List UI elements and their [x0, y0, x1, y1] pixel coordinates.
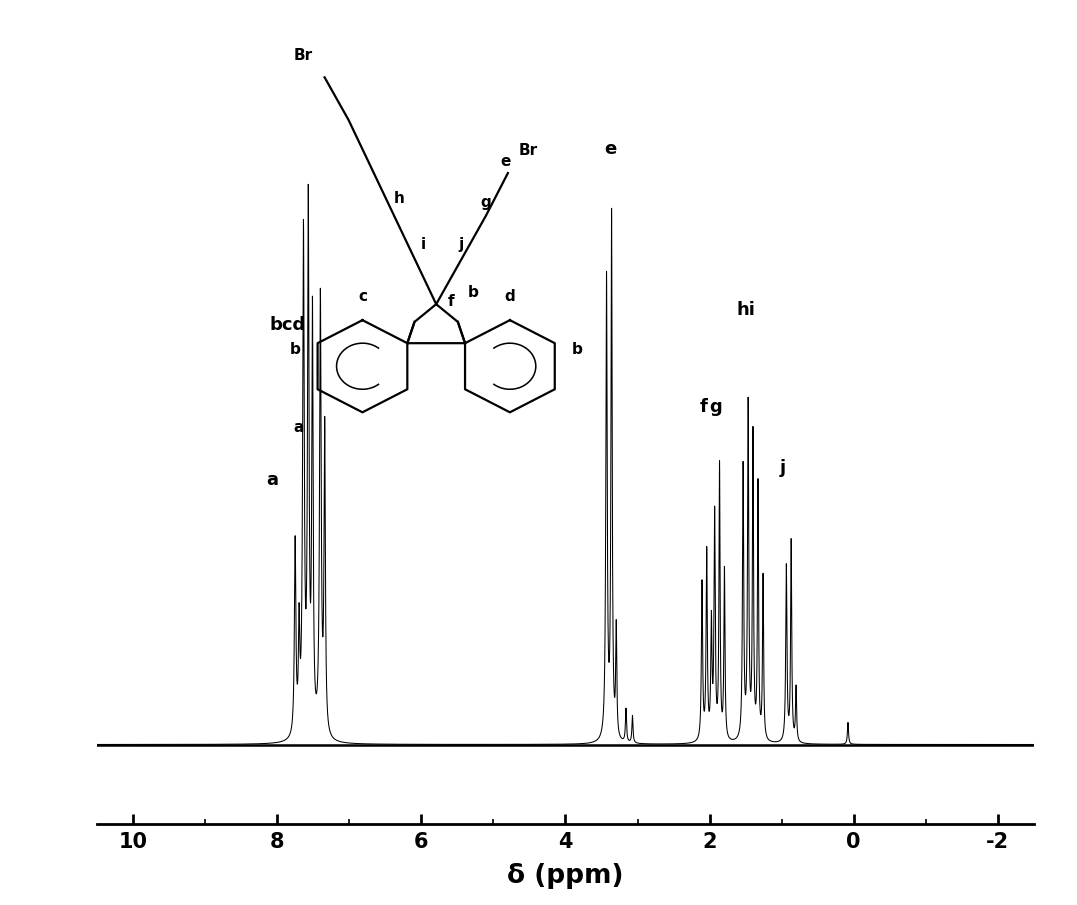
Text: h: h [393, 191, 404, 206]
Text: j: j [780, 459, 786, 477]
Text: e: e [500, 154, 510, 169]
Text: g: g [710, 398, 723, 416]
Text: a: a [294, 420, 304, 434]
X-axis label: δ (ppm): δ (ppm) [507, 863, 624, 889]
Text: Br: Br [518, 143, 537, 158]
Text: c: c [358, 289, 367, 304]
Text: i: i [421, 237, 426, 252]
Text: b: b [572, 342, 583, 357]
Text: bcd: bcd [270, 316, 306, 334]
Text: b: b [468, 285, 479, 300]
Text: Br: Br [293, 48, 312, 62]
Text: f: f [699, 398, 707, 416]
Text: hi: hi [737, 301, 755, 319]
Text: j: j [458, 237, 463, 252]
Text: b: b [290, 342, 300, 357]
Text: g: g [480, 195, 491, 210]
Text: d: d [504, 289, 515, 304]
Text: a: a [266, 472, 278, 490]
Text: e: e [604, 140, 616, 157]
Text: f: f [448, 294, 454, 309]
